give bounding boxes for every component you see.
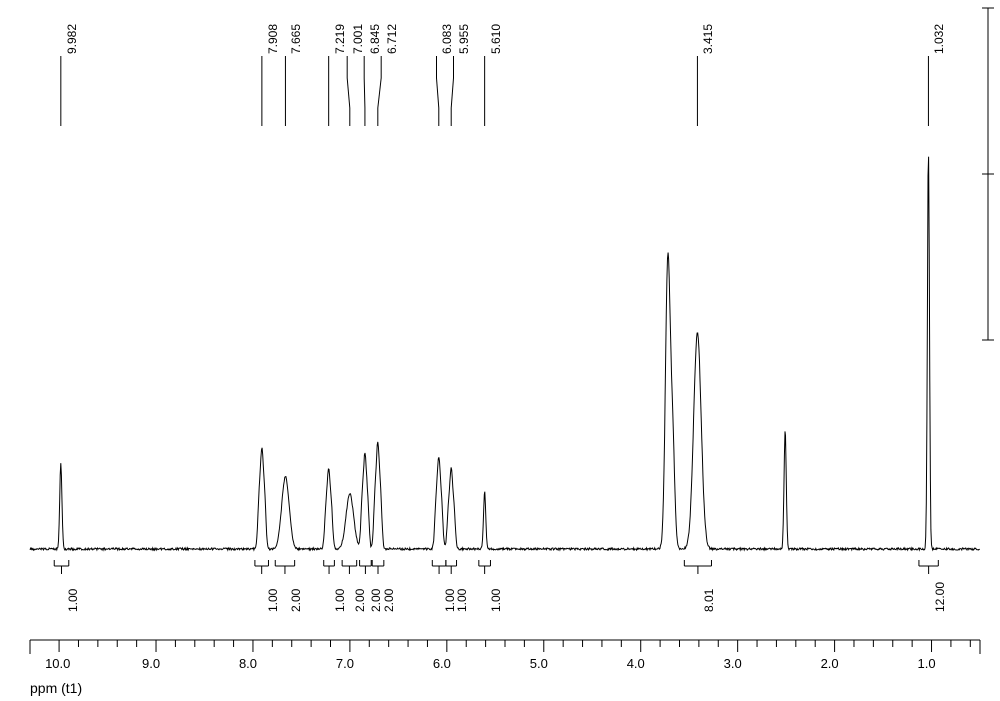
peak-label: 7.908 <box>266 24 280 54</box>
peak-label: 5.955 <box>457 24 471 54</box>
x-tick-label: 6.0 <box>433 656 451 671</box>
x-tick-label: 7.0 <box>336 656 354 671</box>
x-tick-label: 4.0 <box>627 656 645 671</box>
peak-label: 7.665 <box>289 24 303 54</box>
nmr-spectrum-figure: { "chart": { "type": "nmr-spectrum", "wi… <box>0 0 1000 701</box>
peak-label: 9.982 <box>65 24 79 54</box>
integration-value: 1.00 <box>489 589 503 612</box>
integration-value: 2.00 <box>289 589 303 612</box>
peak-label: 6.845 <box>368 24 382 54</box>
integration-value: 12.00 <box>933 582 947 612</box>
x-tick-label: 10.0 <box>45 656 70 671</box>
x-tick-label: 9.0 <box>142 656 160 671</box>
x-tick-label: 1.0 <box>918 656 936 671</box>
peak-label: 7.219 <box>333 24 347 54</box>
integration-value: 1.00 <box>266 589 280 612</box>
x-tick-label: 5.0 <box>530 656 548 671</box>
peak-label: 1.032 <box>932 24 946 54</box>
x-tick-label: 3.0 <box>724 656 742 671</box>
peak-label: 5.610 <box>489 24 503 54</box>
integration-value: 8.01 <box>702 589 716 612</box>
peak-label: 3.415 <box>701 24 715 54</box>
peak-label: 7.001 <box>351 24 365 54</box>
integration-value: 1.00 <box>455 589 469 612</box>
integration-value: 2.00 <box>382 589 396 612</box>
peak-label: 6.712 <box>385 24 399 54</box>
x-tick-label: 2.0 <box>821 656 839 671</box>
integration-value: 1.00 <box>333 589 347 612</box>
x-tick-label: 8.0 <box>239 656 257 671</box>
peak-label: 6.083 <box>440 24 454 54</box>
x-axis-label: ppm (t1) <box>30 680 82 696</box>
integration-value: 2.00 <box>353 589 367 612</box>
integration-value: 1.00 <box>66 589 80 612</box>
